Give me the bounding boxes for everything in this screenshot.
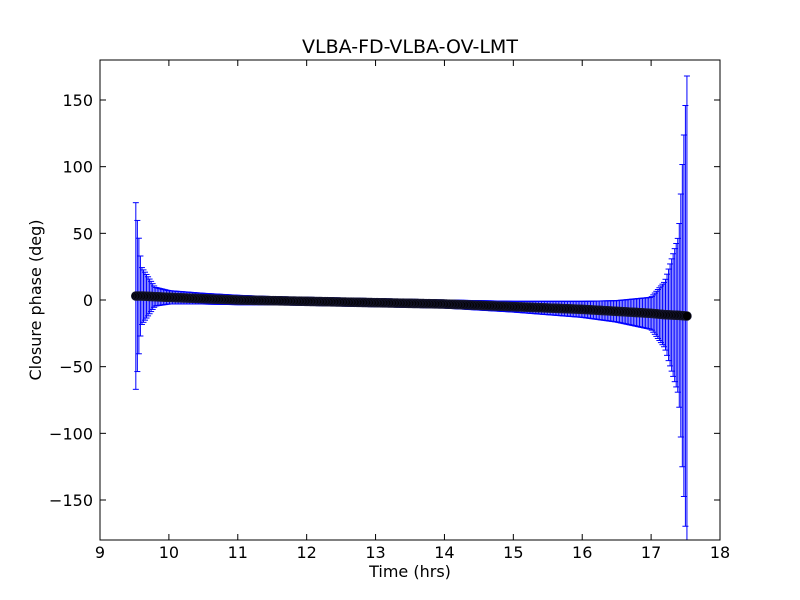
x-tick-label: 14 [434, 543, 454, 562]
x-tick-label: 16 [572, 543, 592, 562]
y-tick-label: −150 [49, 491, 93, 510]
y-tick-label: 100 [62, 158, 93, 177]
y-tick-label: 0 [83, 291, 93, 310]
x-tick-label: 11 [228, 543, 248, 562]
points-layer [131, 291, 692, 321]
y-tick-label: −50 [59, 358, 93, 377]
data-point [682, 311, 692, 321]
ticks-layer: 9 10 11 12 13 14 15 16 17 18 150 100 50 0 −50 −100 −150 [49, 60, 730, 562]
x-axis-label: Time (hrs) [368, 562, 451, 581]
x-tick-label: 13 [365, 543, 385, 562]
chart-title: VLBA-FD-VLBA-OV-LMT [302, 36, 518, 58]
x-tick-label: 9 [95, 543, 105, 562]
y-tick-label: 150 [62, 91, 93, 110]
y-axis-label: Closure phase (deg) [26, 219, 45, 380]
x-tick-label: 18 [710, 543, 730, 562]
y-tick-label: 50 [73, 224, 93, 243]
x-tick-label: 15 [503, 543, 523, 562]
x-tick-label: 12 [296, 543, 316, 562]
y-tick-label: −100 [49, 424, 93, 443]
x-tick-label: 10 [159, 543, 179, 562]
x-tick-label: 17 [641, 543, 661, 562]
